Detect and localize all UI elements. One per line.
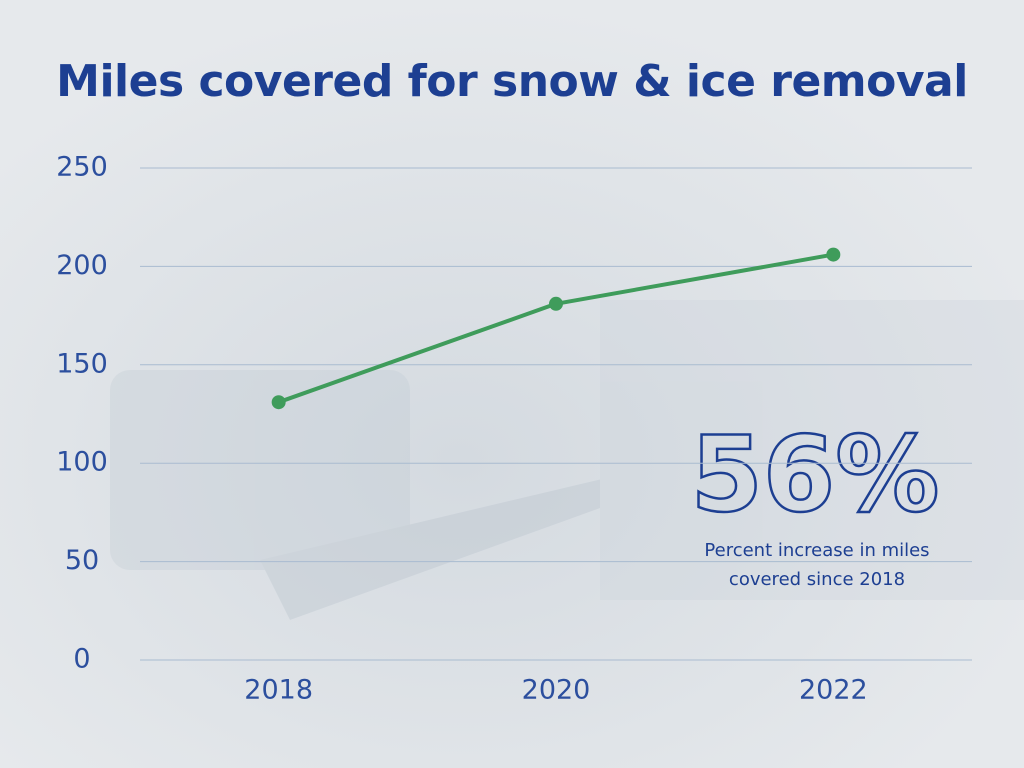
chart-title: Miles covered for snow & ice removal	[56, 56, 968, 107]
y-tick-label: 200	[56, 250, 108, 281]
y-tick-label: 100	[56, 447, 108, 478]
y-tick-label: 250	[56, 152, 108, 183]
annotation-big: 56%	[691, 413, 940, 535]
annotation-text: Percent increase in miles	[704, 540, 929, 561]
y-tick-label: 0	[73, 644, 90, 675]
x-tick-label: 2022	[799, 675, 868, 706]
annotation-text: covered since 2018	[729, 569, 905, 590]
y-tick-label: 50	[65, 545, 99, 576]
point	[271, 395, 286, 410]
x-tick-label: 2020	[522, 675, 591, 706]
y-tick-label: 150	[56, 348, 108, 379]
point	[826, 247, 841, 262]
background-photo	[110, 300, 1024, 620]
point	[549, 296, 563, 311]
x-tick-label: 2018	[244, 675, 313, 706]
